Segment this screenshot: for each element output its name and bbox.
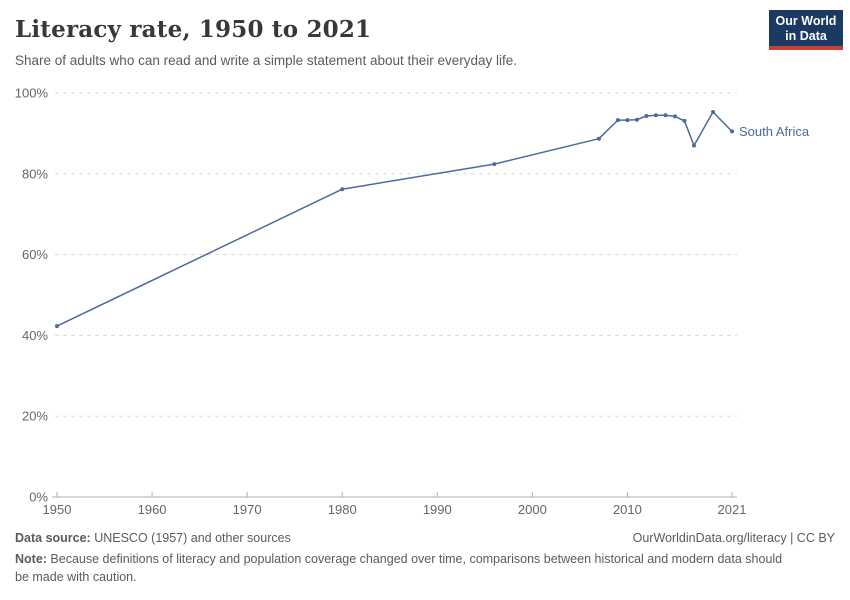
chart-note: Note: Because definitions of literacy an… — [15, 550, 795, 586]
series-end-label: South Africa — [739, 124, 810, 139]
note-value: Because definitions of literacy and popu… — [15, 552, 783, 585]
data-point — [682, 118, 687, 123]
data-point — [615, 118, 620, 123]
x-tick-label: 1960 — [138, 502, 167, 517]
line-series — [56, 111, 733, 327]
note-label: Note: — [15, 552, 47, 566]
data-point — [711, 110, 715, 114]
owid-logo[interactable]: Our World in Data — [769, 10, 843, 50]
data-point — [340, 187, 345, 192]
chart-footer: Data source: UNESCO (1957) and other sou… — [15, 531, 835, 586]
y-tick-label: 0% — [29, 490, 48, 505]
line-chart: 0% 20% 40% 60% 80% 100% 1950 1960 1970 1980 1990 20… — [15, 86, 810, 518]
data-point — [55, 324, 59, 329]
x-tick-label: 1980 — [328, 502, 357, 517]
owid-logo-line1: Our World — [775, 14, 837, 28]
data-point — [673, 114, 677, 119]
y-tick-label: 80% — [22, 166, 48, 181]
chart-subtitle: Share of adults who can read and write a… — [15, 53, 518, 68]
data-point — [663, 113, 668, 118]
y-tick-label: 20% — [22, 409, 48, 424]
owid-license-link[interactable]: OurWorldinData.org/literacy | CC BY — [632, 531, 835, 545]
x-tick-label: 2010 — [613, 502, 642, 517]
x-tick-label: 1970 — [233, 502, 262, 517]
y-tick-label: 100% — [15, 86, 49, 101]
owid-logo-line2: in Data — [785, 28, 827, 43]
x-tick-label: 1990 — [423, 502, 452, 517]
y-tick-label: 40% — [22, 328, 48, 343]
x-tick-label: 2000 — [518, 502, 547, 517]
data-point — [692, 143, 696, 148]
data-point — [730, 129, 734, 134]
data-source-text: Data source: UNESCO (1957) and other sou… — [15, 531, 291, 545]
data-point — [596, 136, 601, 141]
page-title: Literacy rate, 1950 to 2021 — [15, 16, 372, 43]
data-point — [634, 117, 639, 122]
data-source-label: Data source: — [15, 531, 91, 545]
x-tick-label: 2021 — [718, 502, 747, 517]
data-point — [653, 113, 658, 118]
y-tick-label: 60% — [22, 247, 48, 262]
data-point — [644, 114, 649, 118]
data-point — [492, 162, 497, 167]
data-point — [625, 118, 630, 123]
x-tick-label: 1950 — [43, 502, 72, 517]
data-source-value: UNESCO (1957) and other sources — [90, 531, 291, 545]
